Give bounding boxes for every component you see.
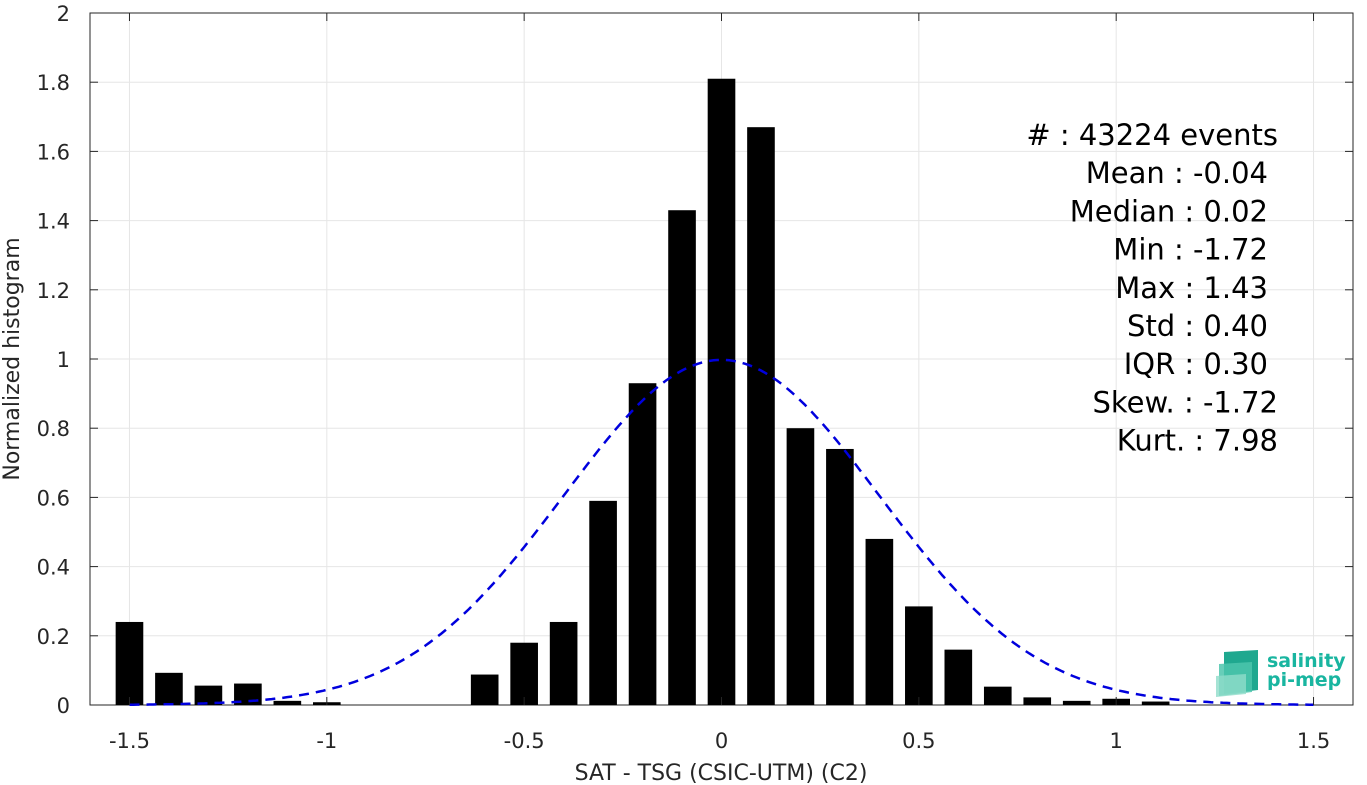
salinity-pi-mep-logo: salinity pi-mep: [1216, 650, 1346, 697]
histogram-bar: [786, 428, 815, 705]
histogram-bar: [944, 649, 973, 705]
stats-line: # : 43224 events: [1026, 118, 1278, 152]
y-tick-label: 0.6: [37, 486, 70, 510]
x-tick-label: 0.5: [902, 729, 935, 753]
y-tick-label: 0.8: [37, 417, 70, 441]
y-tick-label: 1.6: [37, 140, 70, 164]
histogram-bar: [983, 686, 1012, 705]
y-axis-label: Normalized histogram: [0, 237, 25, 480]
y-tick-label: 0.4: [37, 556, 70, 580]
histogram-bar: [115, 621, 144, 705]
histogram-bar: [470, 674, 499, 705]
stats-line: IQR : 0.30: [1124, 347, 1268, 381]
histogram-bar: [1141, 701, 1170, 705]
y-tick-label: 1.2: [37, 279, 70, 303]
x-tick-label: 1: [1110, 729, 1123, 753]
stats-box: # : 43224 events Mean : -0.04 Median : 0.0…: [1026, 118, 1278, 458]
histogram-bar: [549, 621, 578, 705]
histogram-bar: [707, 78, 736, 706]
histogram-bar: [155, 672, 183, 705]
histogram-bar: [905, 606, 933, 705]
logo-line1: salinity: [1267, 650, 1346, 672]
x-tick-label: 1.5: [1297, 729, 1330, 753]
histogram-bar: [1062, 700, 1091, 705]
x-tick-label: -0.5: [504, 729, 545, 753]
stats-line: Median : 0.02: [1070, 194, 1268, 228]
histogram-bar: [194, 685, 223, 705]
x-axis-label: SAT - TSG (CSIC-UTM) (C2): [575, 761, 868, 785]
logo-emblem-icon: [1216, 650, 1258, 697]
histogram-bar: [510, 642, 538, 705]
axis-ticks: -1.5 -1 -0.5 0 0.5 1 1.5 0 0.2 0.4 0.6 0.8 1 1.2 1.4 1.…: [37, 2, 1353, 753]
stats-line: Mean : -0.04: [1086, 156, 1268, 190]
histogram-bar: [826, 448, 854, 705]
stats-line: Kurt. : 7.98: [1117, 424, 1278, 458]
stats-line: Skew. : -1.72: [1092, 385, 1278, 419]
stats-line: Max : 1.43: [1115, 271, 1268, 305]
y-tick-label: 1: [57, 348, 70, 372]
stats-line: Min : -1.72: [1113, 233, 1268, 267]
y-tick-label: 0: [57, 694, 70, 718]
histogram-bar: [628, 383, 657, 705]
stats-line: Std : 0.40: [1127, 309, 1268, 343]
histogram-bar: [1023, 697, 1052, 705]
logo-line2: pi-mep: [1267, 669, 1341, 691]
histogram-bar: [747, 127, 775, 706]
histogram-bars: [115, 78, 1170, 706]
histogram-bar: [589, 500, 617, 705]
histogram-bar: [273, 700, 302, 705]
y-tick-label: 0.2: [37, 625, 70, 649]
histogram-bar: [668, 210, 696, 705]
histogram-bar: [865, 538, 894, 705]
y-tick-label: 1.4: [37, 210, 70, 234]
x-tick-label: 0: [715, 729, 728, 753]
x-tick-label: -1.5: [109, 729, 150, 753]
y-tick-label: 1.8: [37, 71, 70, 95]
y-tick-label: 2: [57, 2, 70, 26]
x-tick-label: -1: [316, 729, 337, 753]
